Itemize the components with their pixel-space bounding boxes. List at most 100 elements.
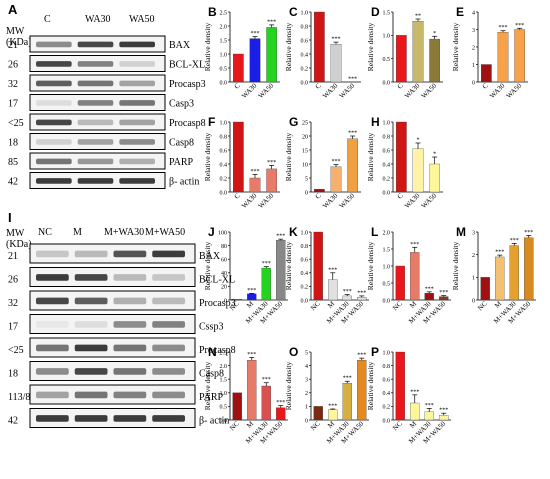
panel-label: B	[208, 5, 217, 19]
significance-marker: ***	[510, 238, 519, 244]
significance-marker: *	[433, 152, 436, 158]
bar	[480, 277, 490, 301]
x-tick-label: C	[396, 192, 405, 201]
panel-label: C	[289, 5, 298, 19]
blot-band	[119, 61, 155, 67]
y-tick-label: 0.4	[220, 162, 228, 168]
panel-label: F	[208, 115, 215, 129]
blot-box	[29, 314, 196, 334]
y-tick-label: 2.0	[383, 230, 391, 236]
x-tick-label: WA50	[505, 81, 524, 100]
blot-band	[74, 321, 108, 328]
blot-band	[74, 344, 108, 352]
x-tick-label: M	[326, 419, 337, 430]
y-tick-label: 1	[305, 405, 308, 411]
bar	[524, 237, 534, 301]
blot-band	[152, 391, 185, 399]
x-tick-label: M	[408, 299, 419, 310]
blot-band	[36, 139, 72, 145]
blot-band	[152, 321, 185, 328]
mw-value: 17	[8, 99, 18, 110]
significance-marker: ***	[357, 290, 366, 296]
bar	[233, 121, 244, 193]
bar	[233, 53, 244, 83]
y-axis-label: Relative density	[284, 22, 293, 71]
significance-marker: ***	[410, 242, 419, 248]
mw-header: MW	[6, 26, 25, 37]
x-tick-label: NC	[228, 420, 241, 433]
panel-label: H	[371, 115, 380, 129]
bar	[481, 64, 492, 83]
y-tick-label: 0.6	[220, 148, 228, 154]
y-tick-label: 2.0	[220, 24, 228, 30]
mw-value: 113/89	[8, 392, 35, 403]
y-tick-label: 0.6	[383, 148, 391, 154]
panel-label: J	[208, 225, 215, 239]
blot-band	[119, 158, 155, 165]
y-tick-label: 0.0	[220, 190, 228, 196]
y-tick-label: 0.0	[383, 418, 391, 424]
bar	[314, 189, 325, 193]
bar	[410, 402, 420, 421]
y-axis-label: Relative density	[451, 241, 460, 290]
y-tick-label: 40	[221, 271, 227, 277]
y-axis-label: Relative density	[284, 132, 293, 181]
panel-label: M	[456, 225, 466, 239]
blot-band	[113, 297, 147, 305]
significance-marker: ***	[267, 19, 276, 25]
x-tick-label: C	[314, 82, 323, 91]
y-tick-label: 1	[472, 276, 475, 282]
blot-box	[29, 290, 196, 311]
mw-value: 32	[8, 298, 18, 309]
lane-label: WA30	[85, 14, 111, 25]
y-tick-label: 0	[472, 80, 475, 86]
protein-label: PARP	[169, 157, 194, 168]
chart-k: K Relative density 0.0 0.2 0.4 0.6 0.8 1.0 NC ***…	[284, 225, 369, 325]
y-tick-label: 0.4	[301, 271, 309, 277]
significance-marker: ***	[515, 23, 524, 29]
y-tick-label: 20	[302, 134, 308, 140]
x-tick-label: NC	[391, 300, 404, 313]
blot-band	[36, 391, 69, 399]
blot-box	[29, 361, 196, 381]
lane-label: M	[73, 227, 82, 238]
blot-band	[113, 415, 147, 422]
y-tick-label: 2	[472, 45, 475, 51]
blot-band	[36, 80, 72, 87]
western-blot-top: A MW(KDa) C WA30 WA50 21 BAX 26 BCL-XL 32 Procasp3…	[6, 2, 206, 189]
y-tick-label: 0.0	[383, 190, 391, 196]
significance-marker: ***	[499, 25, 508, 31]
x-tick-label: WA30	[321, 81, 340, 100]
y-tick-label: 0.8	[301, 24, 309, 30]
panel-label: E	[456, 5, 464, 19]
blot-band	[113, 321, 147, 328]
significance-marker: ***	[276, 234, 285, 240]
panel-label: I	[8, 210, 12, 225]
blot-band	[152, 250, 185, 258]
blot-band	[74, 415, 108, 422]
blot-band	[36, 100, 72, 106]
chart-e: E Relative density 0 1 2 3 4 C *** WA30 *** WA50	[451, 5, 528, 100]
bar	[313, 231, 323, 301]
significance-marker: ***	[332, 159, 341, 165]
protein-label: Procasp8	[199, 345, 236, 356]
mw-value: 32	[8, 79, 18, 90]
mw-value: <25	[8, 345, 24, 356]
y-tick-label: 1.0	[383, 350, 391, 356]
blot-band	[77, 41, 114, 48]
blot-band	[152, 344, 185, 352]
y-axis-label: Relative density	[284, 361, 293, 410]
x-tick-label: WA30	[488, 81, 507, 100]
significance-marker: ***	[328, 403, 337, 409]
significance-marker: ***	[439, 408, 448, 414]
y-tick-label: 2.0	[220, 364, 228, 370]
bar	[314, 11, 325, 83]
y-tick-label: 0.5	[220, 405, 228, 411]
y-tick-label: 1.5	[383, 10, 391, 16]
y-tick-label: 0.2	[301, 285, 309, 291]
y-tick-label: 0.0	[383, 298, 391, 304]
y-tick-label: 1.0	[383, 120, 391, 126]
blot-box	[29, 408, 196, 428]
